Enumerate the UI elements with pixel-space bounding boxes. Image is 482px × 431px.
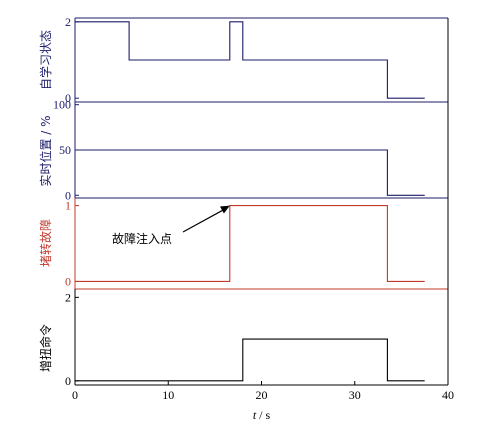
y-tick-label: 50 bbox=[59, 143, 71, 157]
y-axis-label: 增扭命令 bbox=[38, 324, 53, 372]
y-axis-label: 自学习状态 bbox=[38, 30, 53, 90]
x-tick-label: 30 bbox=[349, 388, 361, 402]
y-tick-label: 0 bbox=[65, 188, 71, 202]
annotation-arrow-line bbox=[182, 208, 227, 233]
y-axis-label: 实时位置 / % bbox=[38, 115, 53, 186]
x-axis-label-unit: / s bbox=[256, 408, 270, 422]
x-tick-label: 0 bbox=[72, 388, 78, 402]
y-tick-label: 0 bbox=[65, 374, 71, 388]
series-line-p2 bbox=[75, 149, 425, 196]
y-tick-label: 1 bbox=[65, 199, 71, 213]
series-line-p3 bbox=[75, 205, 425, 282]
panel-p3: 0 1 堵转故障 bbox=[38, 198, 449, 290]
y-tick-label: 2 bbox=[65, 290, 71, 304]
x-tick-label: 20 bbox=[256, 388, 268, 402]
x-axis-label: t / s bbox=[253, 408, 271, 422]
panel-p1: 0 2 自学习状态 bbox=[38, 15, 449, 105]
y-tick-label: 0 bbox=[65, 274, 71, 288]
series-line-p4 bbox=[75, 338, 425, 382]
y-tick-label: 100 bbox=[53, 98, 71, 112]
y-axis-label: 堵转故障 bbox=[38, 219, 53, 267]
y-tick-label: 0 bbox=[65, 91, 71, 105]
panel-p4: 0 2 增扭命令 bbox=[38, 289, 449, 388]
x-axis: 0 10 20 30 40 t / s bbox=[72, 381, 454, 422]
x-tick-label: 40 bbox=[442, 388, 454, 402]
x-axis-label-var: t bbox=[253, 408, 257, 422]
annotation: 故障注入点 bbox=[112, 205, 230, 246]
series-line-p1 bbox=[75, 21, 425, 99]
x-tick-label: 10 bbox=[162, 388, 174, 402]
annotation-arrowhead bbox=[220, 205, 230, 214]
annotation-text: 故障注入点 bbox=[112, 231, 172, 246]
y-tick-label: 2 bbox=[65, 15, 71, 29]
